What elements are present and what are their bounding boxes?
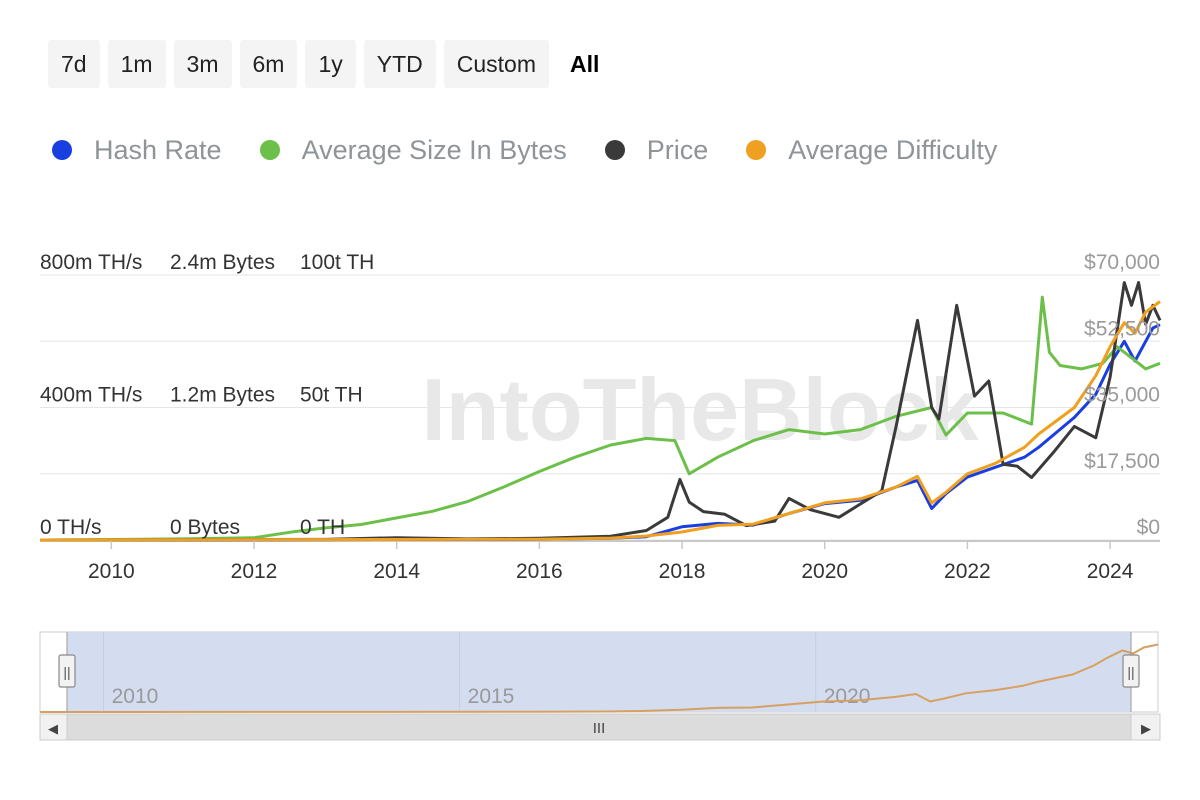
series-line-price — [39, 281, 1162, 542]
range-button-6m[interactable]: 6m — [239, 40, 298, 88]
range-button-ytd[interactable]: YTD — [363, 40, 436, 88]
y-tick-label-average-size-in-bytes: 1.2m Bytes — [170, 384, 275, 407]
legend-item-average-difficulty[interactable]: Average Difficulty — [746, 135, 997, 166]
legend-dot-icon — [604, 140, 625, 160]
navigator-tick-label: 2010 — [112, 685, 159, 708]
navigator-tick-label: 2015 — [468, 685, 515, 708]
navigator-tick-label: 2020 — [824, 685, 871, 708]
y-tick-label-hash-rate: 0 TH/s — [40, 516, 101, 539]
y-tick-label-average-difficulty: 50t TH — [300, 384, 363, 407]
legend-item-price[interactable]: Price — [604, 134, 709, 166]
y-tick-label-average-size-in-bytes: 2.4m Bytes — [170, 251, 275, 274]
x-tick-label: 2016 — [516, 560, 563, 583]
legend-label: Hash Rate — [94, 134, 222, 165]
y-tick-label-average-difficulty: 0 TH — [300, 516, 345, 539]
y-tick-label-price: $0 — [1137, 516, 1160, 539]
x-tick-label: 2022 — [944, 560, 991, 583]
series-line-average-difficulty — [39, 300, 1161, 542]
watermark-text: IntoTheBlock — [421, 360, 979, 459]
legend-label: Average Difficulty — [788, 134, 998, 165]
handle-grip-icon: || — [1127, 664, 1134, 680]
y-tick-label-average-size-in-bytes: 0 Bytes — [170, 516, 240, 539]
series-line-hash-rate — [39, 323, 1161, 542]
legend-item-average-size-in-bytes[interactable]: Average Size In Bytes — [259, 134, 567, 166]
y-tick-label-price: $35,000 — [1084, 384, 1160, 407]
scrollbar-grip-icon: III — [593, 720, 606, 737]
handle-grip-icon: || — [63, 664, 70, 680]
legend-item-hash-rate[interactable]: Hash Rate — [52, 135, 222, 166]
y-tick-label-price: $70,000 — [1084, 251, 1160, 274]
navigator-selection[interactable] — [67, 632, 1131, 712]
x-tick-label: 2010 — [88, 560, 135, 583]
series-line-average-size-in-bytes — [39, 295, 1161, 542]
legend-dot-icon — [259, 140, 280, 160]
scroll-right-arrow-icon[interactable]: ▶ — [1141, 721, 1151, 736]
y-tick-label-price: $17,500 — [1084, 450, 1160, 473]
legend-label: Average Size In Bytes — [301, 134, 567, 165]
scrollbar-thumb[interactable] — [66, 713, 1132, 741]
range-button-all[interactable]: All — [557, 40, 613, 88]
legend-dot-icon — [52, 140, 72, 160]
x-tick-label: 2024 — [1087, 560, 1134, 583]
navigator-series-line — [39, 643, 1159, 713]
range-button-7d[interactable]: 7d — [48, 40, 100, 88]
scroll-left-arrow-icon[interactable]: ◀ — [48, 721, 58, 736]
legend-dot-icon — [746, 140, 767, 160]
y-tick-label-hash-rate: 800m TH/s — [40, 251, 142, 274]
y-tick-label-average-difficulty: 100t TH — [300, 251, 374, 274]
y-tick-label-price: $52,500 — [1084, 317, 1160, 340]
range-button-1y[interactable]: 1y — [305, 40, 356, 88]
time-range-selector: 7d 1m 3m 6m 1y YTD Custom All — [48, 40, 613, 88]
range-button-3m[interactable]: 3m — [173, 40, 232, 88]
x-tick-label: 2014 — [373, 560, 420, 583]
chart-legend: Hash Rate Average Size In Bytes Price Avera… — [52, 128, 1035, 172]
x-tick-label: 2018 — [659, 560, 706, 583]
x-tick-label: 2020 — [801, 560, 848, 583]
navigator-handle-right[interactable] — [1122, 654, 1140, 688]
range-button-custom[interactable]: Custom — [443, 40, 549, 88]
navigator-handle-left[interactable] — [58, 654, 76, 688]
y-tick-label-hash-rate: 400m TH/s — [40, 384, 142, 407]
range-button-1m[interactable]: 1m — [107, 40, 166, 88]
legend-label: Price — [646, 134, 709, 165]
x-tick-label: 2012 — [231, 560, 278, 583]
